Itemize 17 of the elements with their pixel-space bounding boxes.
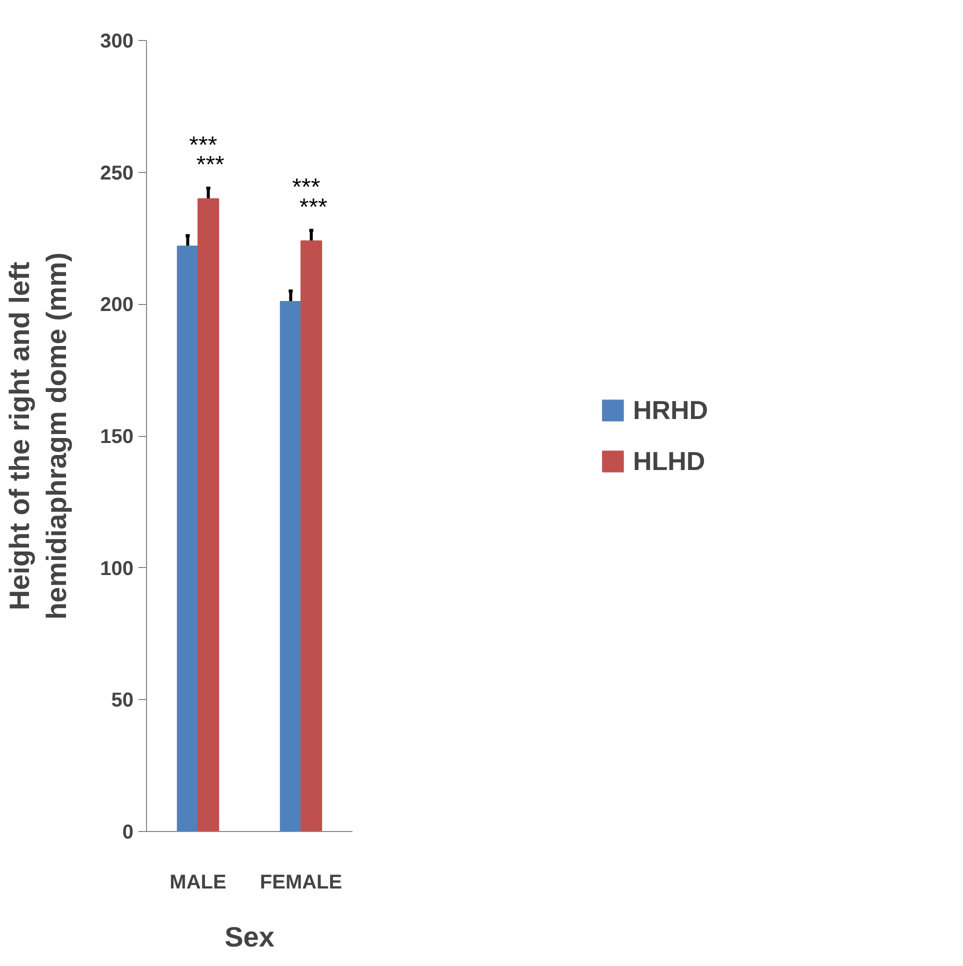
bar	[280, 301, 302, 832]
legend-label: HRHD	[632, 394, 708, 426]
x-tick-label: FEMALE	[260, 872, 342, 894]
y-tick-label: 0	[122, 822, 134, 844]
y-tick-label: 250	[100, 162, 134, 184]
y-axis-title: Height of the right and left hemidiaphragm dome (mm)	[4, 252, 72, 620]
bar	[300, 240, 322, 832]
bar	[198, 198, 220, 832]
y-tick-label: 150	[100, 426, 134, 448]
y-tick-label: 300	[100, 30, 134, 52]
y-tick-label: 50	[111, 690, 134, 712]
x-tick-label: MALE	[170, 872, 226, 894]
x-axis-title: Sex	[224, 922, 275, 952]
y-tick-label: 100	[100, 558, 134, 580]
bar	[176, 246, 198, 832]
legend-label: HLHD	[632, 446, 706, 476]
y-tick-label: 200	[100, 294, 134, 316]
